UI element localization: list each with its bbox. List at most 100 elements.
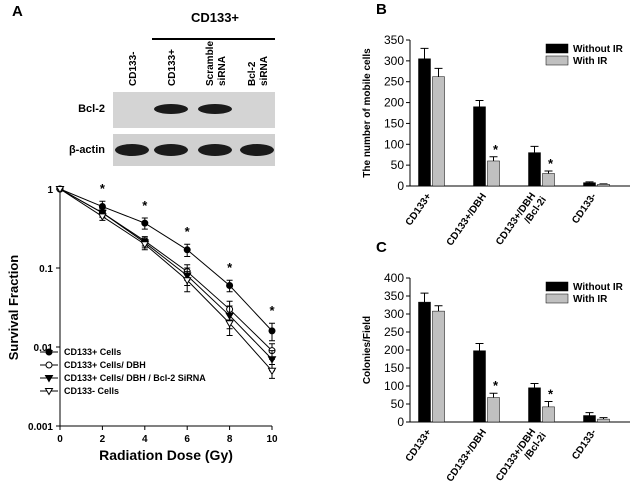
lane-label: Scramble [205, 41, 216, 86]
marker [225, 320, 234, 328]
y-tick-label: 250 [384, 325, 404, 339]
y-tick-label: 0.001 [28, 422, 53, 433]
legend-label: CD133- Cells [64, 386, 119, 396]
bar [418, 301, 431, 423]
y-tick-label: 100 [384, 137, 404, 151]
y-tick-label: 350 [384, 33, 404, 47]
legend-label: Without IR [573, 44, 624, 55]
marker [140, 241, 150, 249]
annotation: * [269, 303, 275, 318]
bar [487, 160, 500, 187]
band [198, 144, 232, 156]
bar [597, 418, 610, 423]
y-axis-label: Colonies/Field [362, 316, 373, 384]
bar [487, 397, 500, 423]
y-tick-label: 0.01 [34, 343, 54, 354]
bar [597, 184, 610, 187]
x-tick-label: 0 [57, 434, 63, 445]
marker [98, 213, 107, 221]
y-axis-label: Survival Fraction [6, 255, 21, 361]
y-tick-label: 0 [397, 179, 404, 193]
bar [473, 350, 486, 423]
annotation: * [185, 224, 191, 239]
y-tick-label: 1 [47, 185, 53, 196]
y-tick-label: 300 [384, 307, 404, 321]
panel-label: B [376, 1, 387, 18]
annotation: * [227, 260, 233, 275]
error-bar [475, 99, 484, 107]
marker [226, 282, 234, 290]
legend-label: With IR [573, 56, 608, 67]
y-tick-label: 350 [384, 289, 404, 303]
marker [44, 388, 54, 396]
x-tick-label: 10 [266, 434, 278, 445]
y-tick-label: 0 [397, 415, 404, 429]
annotation: * [493, 378, 499, 393]
annotation: * [548, 156, 554, 171]
y-tick-label: 0.1 [39, 264, 53, 275]
legend-label: Without IR [573, 282, 624, 293]
error-bar [420, 292, 429, 303]
error-bar [420, 47, 429, 59]
marker [45, 361, 53, 369]
error-bar [489, 392, 498, 398]
legend-swatch [545, 293, 569, 304]
x-tick-label: 4 [142, 434, 148, 445]
row-label: Bcl-2 [78, 103, 105, 115]
bar [432, 310, 445, 423]
annotation: * [142, 198, 148, 213]
y-tick-label: 200 [384, 343, 404, 357]
band [198, 104, 232, 114]
y-tick-label: 150 [384, 116, 404, 130]
x-tick-label: 6 [184, 434, 190, 445]
legend-swatch [545, 55, 569, 66]
bar [432, 76, 445, 187]
error-bar [434, 305, 443, 312]
error-bar [544, 170, 553, 174]
series-line [59, 188, 273, 360]
annotation: * [548, 386, 554, 401]
error-bar [544, 400, 553, 407]
error-bar [434, 67, 443, 77]
lane-label: CD133- [128, 52, 139, 86]
y-tick-label: 50 [391, 158, 405, 172]
panel-label: A [12, 3, 23, 20]
x-tick-label: CD133+/DBH [445, 427, 489, 483]
x-tick-label: CD133+/DBH [445, 191, 489, 248]
marker [45, 348, 53, 356]
y-tick-label: 250 [384, 75, 404, 89]
panel-label: C [376, 239, 387, 256]
bar [473, 106, 486, 187]
group-label: CD133+ [191, 10, 239, 25]
error-bar [530, 145, 539, 153]
bar [583, 182, 596, 187]
annotation: * [100, 181, 106, 196]
x-tick-label: CD133+/DBH /Bcl-2i [494, 424, 549, 483]
marker [55, 186, 65, 194]
annotation: * [493, 142, 499, 157]
legend-label: CD133+ Cells/ DBH / Bcl-2 SiRNA [64, 373, 206, 383]
y-tick-label: 50 [391, 397, 405, 411]
marker [182, 277, 192, 285]
band [154, 144, 188, 156]
y-tick-label: 300 [384, 54, 404, 68]
band [115, 144, 149, 156]
x-tick-label: CD133- [570, 427, 599, 462]
y-tick-label: 200 [384, 96, 404, 110]
error-bar [585, 412, 594, 416]
blot-strip [113, 92, 275, 128]
bar [528, 387, 541, 423]
marker [183, 246, 191, 254]
error-bar [489, 156, 498, 161]
x-tick-label: CD133+ [404, 427, 434, 464]
bar [528, 152, 541, 187]
bar [542, 173, 555, 187]
x-tick-label: CD133- [570, 191, 599, 226]
lane-label: CD133+ [167, 49, 178, 86]
y-tick-label: 400 [384, 271, 404, 285]
bar [418, 58, 431, 187]
y-tick-label: 150 [384, 361, 404, 375]
y-tick-label: 100 [384, 379, 404, 393]
legend-label: With IR [573, 294, 608, 305]
